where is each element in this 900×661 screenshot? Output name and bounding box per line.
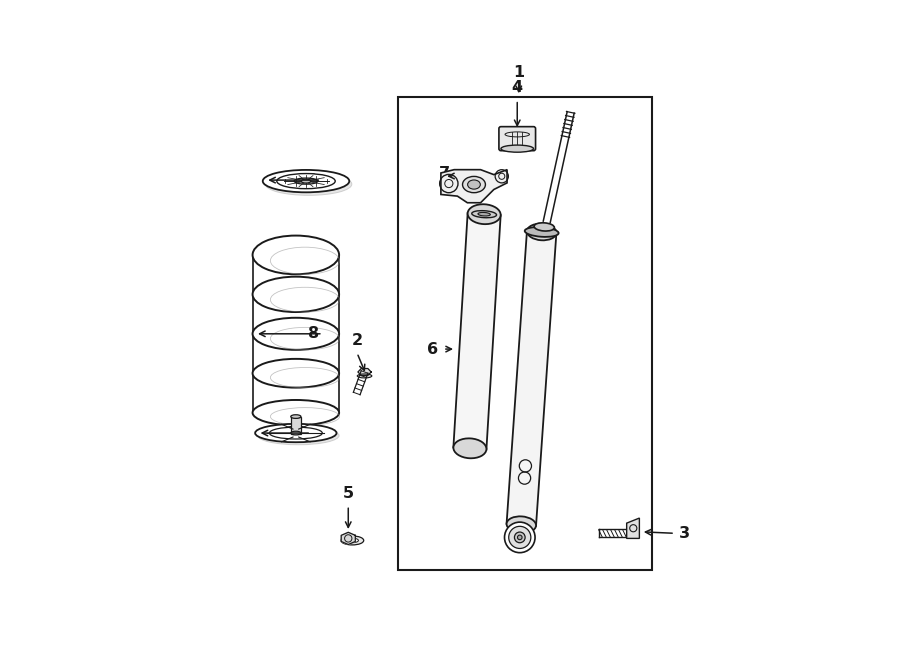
Ellipse shape [341, 536, 364, 545]
Ellipse shape [294, 178, 318, 184]
Ellipse shape [253, 400, 339, 426]
Ellipse shape [253, 318, 339, 350]
Polygon shape [626, 518, 639, 539]
Ellipse shape [478, 212, 491, 216]
Text: 7: 7 [439, 166, 450, 181]
Text: 4: 4 [512, 79, 523, 95]
Ellipse shape [257, 426, 339, 445]
Text: 3: 3 [680, 525, 690, 541]
Bar [398, 97, 652, 570]
Ellipse shape [515, 532, 525, 543]
Ellipse shape [266, 173, 352, 196]
Ellipse shape [518, 535, 522, 539]
Text: 10: 10 [284, 426, 307, 440]
Ellipse shape [357, 374, 372, 378]
Ellipse shape [253, 359, 339, 387]
Ellipse shape [507, 516, 536, 533]
FancyBboxPatch shape [499, 127, 536, 151]
Bar [291, 418, 301, 434]
Text: 8: 8 [308, 327, 319, 341]
Polygon shape [441, 170, 507, 203]
Ellipse shape [534, 223, 554, 231]
Ellipse shape [291, 414, 301, 418]
Ellipse shape [255, 424, 337, 442]
Ellipse shape [253, 277, 339, 312]
Polygon shape [507, 231, 556, 525]
Text: 1: 1 [513, 65, 525, 81]
Ellipse shape [468, 180, 481, 189]
Ellipse shape [302, 179, 310, 183]
Ellipse shape [346, 538, 358, 543]
Ellipse shape [526, 223, 556, 241]
Ellipse shape [505, 522, 536, 553]
Polygon shape [454, 214, 500, 449]
Ellipse shape [454, 438, 486, 458]
Text: 9: 9 [306, 173, 317, 188]
Ellipse shape [501, 145, 534, 152]
Polygon shape [544, 112, 574, 223]
Polygon shape [341, 532, 356, 545]
Ellipse shape [277, 174, 335, 188]
Text: 5: 5 [343, 486, 354, 501]
Polygon shape [358, 369, 371, 375]
Text: 2: 2 [351, 333, 363, 348]
Ellipse shape [291, 431, 301, 435]
Ellipse shape [253, 235, 339, 274]
Ellipse shape [468, 204, 500, 224]
Ellipse shape [269, 427, 322, 439]
Ellipse shape [463, 176, 485, 193]
Ellipse shape [508, 526, 531, 549]
Ellipse shape [263, 170, 349, 192]
Ellipse shape [472, 211, 497, 217]
Ellipse shape [525, 227, 559, 237]
Text: 6: 6 [428, 342, 438, 356]
